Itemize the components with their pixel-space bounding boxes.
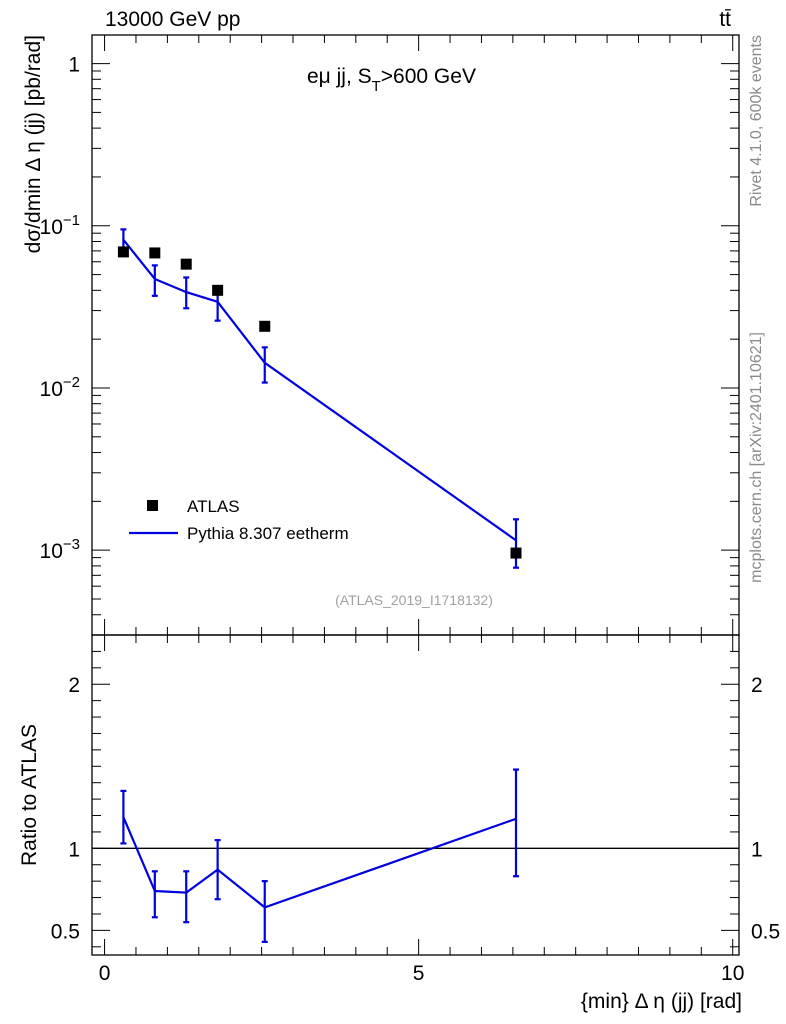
tick-base: 10 bbox=[40, 216, 63, 239]
ratio-y-ticks bbox=[92, 634, 739, 948]
ratio-y-tick-label-right: 1 bbox=[751, 838, 763, 861]
legend-atlas-marker bbox=[147, 500, 158, 511]
x-tick-label: 10 bbox=[721, 962, 744, 985]
main-y-tick-label: 10−1 bbox=[40, 212, 80, 239]
main-y-tick-label: 10−2 bbox=[40, 374, 80, 401]
main-y-tick-label: 10−3 bbox=[40, 536, 80, 563]
x-tick-label: 5 bbox=[413, 962, 425, 985]
main-y-tick-label: 1 bbox=[68, 54, 80, 77]
atlas-data-point bbox=[149, 247, 161, 259]
mcplots-reference-label: mcplots.cern.ch [arXiv:2401.10621] bbox=[748, 332, 765, 583]
atlas-data-point bbox=[259, 320, 271, 332]
ratio-x-tick-labels: 0 5 10 bbox=[99, 962, 745, 985]
tick-exponent: −1 bbox=[63, 212, 80, 229]
ratio-panel-frame bbox=[91, 634, 740, 956]
ratio-y-axis-label: Ratio to ATLAS bbox=[18, 724, 41, 866]
tick-base: 10 bbox=[40, 540, 63, 563]
analysis-tag: (ATLAS_2019_I1718132) bbox=[335, 592, 493, 608]
plot-title-subscript: T bbox=[372, 78, 381, 95]
atlas-data-point bbox=[510, 547, 522, 559]
main-y-ticks bbox=[92, 63, 739, 636]
rivet-version-label: Rivet 4.1.0, 600k events bbox=[748, 35, 765, 207]
plot-title: eμ jj, ST>600 GeV bbox=[307, 65, 476, 95]
tick-base: 10 bbox=[40, 378, 63, 401]
ratio-y-tick-label: 2 bbox=[68, 674, 80, 697]
plot-title-main: eμ jj, S bbox=[307, 65, 372, 88]
main-panel-frame bbox=[91, 34, 740, 636]
atlas-data-point bbox=[212, 284, 224, 296]
ratio-y-tick-label: 0.5 bbox=[51, 920, 80, 943]
main-y-axis-label: dσ/dmin Δ η (jj) [pb/rad] bbox=[22, 35, 45, 253]
legend: ATLAS Pythia 8.307 eetherm bbox=[129, 497, 349, 543]
legend-mc-label: Pythia 8.307 eetherm bbox=[187, 524, 349, 543]
atlas-data-point bbox=[180, 258, 192, 270]
tick-exponent: −2 bbox=[63, 374, 80, 391]
plot-title-tail: >600 GeV bbox=[381, 65, 476, 88]
main-x-ticks bbox=[104, 35, 734, 635]
ratio-y-tick-label: 1 bbox=[68, 838, 80, 861]
ratio-y-tick-labels: 2 2 1 1 0.5 0.5 bbox=[51, 674, 780, 943]
main-panel: 110−110−210−3 dσ/dmin Δ η (jj) [pb/rad] … bbox=[22, 34, 740, 636]
ratio-x-ticks bbox=[104, 635, 734, 955]
ratio-series bbox=[120, 768, 520, 943]
x-axis-label: {min} Δ η (jj) [rad] bbox=[581, 990, 742, 1013]
mc-curve bbox=[122, 239, 517, 542]
ratio-panel: 0 5 10 2 2 1 1 0.5 0.5 Ratio to ATLAS {min} Δ η… bbox=[18, 634, 780, 1013]
atlas-data-point bbox=[117, 246, 129, 258]
process-label: tt̄ bbox=[719, 8, 731, 31]
tick-exponent: −3 bbox=[63, 536, 80, 553]
mc-series bbox=[120, 228, 520, 569]
ratio-y-tick-label-right: 0.5 bbox=[751, 920, 780, 943]
atlas-data-series bbox=[117, 246, 522, 559]
energy-label: 13000 GeV pp bbox=[105, 8, 240, 31]
ratio-y-tick-label-right: 2 bbox=[751, 674, 763, 697]
main-y-tick-labels: 110−110−210−3 bbox=[40, 54, 80, 564]
x-tick-label: 0 bbox=[99, 962, 111, 985]
tick-base: 1 bbox=[68, 54, 80, 77]
ratio-curve bbox=[122, 816, 517, 909]
legend-atlas-label: ATLAS bbox=[187, 497, 240, 516]
